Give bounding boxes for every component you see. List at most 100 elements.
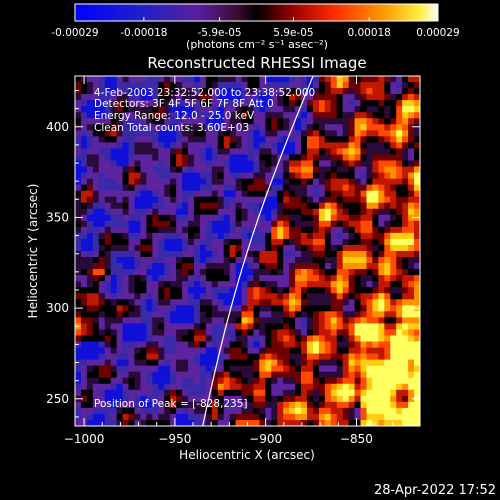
heatmap-cell	[188, 100, 195, 107]
heatmap-cell	[176, 359, 183, 367]
heatmap-cell	[253, 172, 260, 180]
heatmap-cell	[312, 154, 320, 161]
heatmap-cell	[241, 166, 248, 174]
heatmap-cell	[217, 281, 225, 288]
heatmap-cell	[134, 359, 141, 367]
heatmap-cell	[312, 136, 320, 143]
solar-limb-line	[202, 76, 314, 426]
heatmap-cell	[241, 136, 248, 143]
heatmap-cell	[336, 323, 344, 330]
heatmap-cell	[75, 118, 82, 125]
heatmap-cell	[146, 184, 153, 192]
heatmap-cell	[182, 112, 189, 119]
heatmap-cell	[104, 196, 112, 204]
heatmap-cell	[366, 305, 373, 312]
heatmap-cell	[140, 148, 147, 155]
heatmap-cell	[414, 148, 420, 155]
heatmap-cell	[384, 287, 391, 294]
heatmap-cell	[330, 353, 338, 361]
heatmap-cell	[170, 395, 177, 403]
heatmap-cell	[170, 154, 177, 161]
heatmap-cell	[336, 389, 344, 397]
heatmap-cell	[75, 299, 82, 306]
heatmap-cell	[211, 238, 219, 246]
heatmap-cell	[348, 130, 356, 137]
heatmap-cell	[229, 154, 237, 161]
heatmap-cell	[80, 226, 88, 234]
heatmap-cell	[360, 154, 367, 161]
heatmap-cell	[318, 335, 326, 343]
heatmap-cell	[360, 269, 367, 276]
heatmap-cell	[199, 383, 207, 391]
heatmap-cell	[390, 419, 397, 426]
heatmap-cell	[80, 251, 88, 258]
heatmap-cell	[146, 371, 153, 379]
heatmap-cell	[229, 166, 237, 174]
heatmap-cell	[342, 232, 350, 240]
heatmap-cell	[134, 148, 141, 155]
heatmap-cell	[75, 100, 82, 107]
heatmap-cell	[384, 118, 391, 125]
heatmap-cell	[366, 281, 373, 288]
heatmap-cell	[193, 287, 201, 294]
heatmap-cell	[271, 226, 278, 234]
heatmap-cell	[253, 341, 260, 349]
heatmap-cell	[92, 172, 100, 180]
heatmap-cell	[86, 244, 94, 252]
heatmap-cell	[211, 136, 219, 143]
heatmap-cell	[146, 148, 153, 155]
heatmap-cell	[265, 220, 272, 228]
heatmap-cell	[253, 76, 260, 83]
heatmap-cell	[295, 136, 302, 143]
heatmap-cell	[199, 220, 207, 228]
heatmap-cell	[229, 287, 237, 294]
heatmap-cell	[116, 419, 124, 426]
heatmap-cell	[193, 226, 201, 234]
heatmap-cell	[372, 232, 379, 240]
heatmap-cell	[295, 389, 302, 397]
heatmap-cell	[348, 275, 356, 282]
heatmap-cell	[92, 142, 100, 149]
heatmap-cell	[241, 383, 248, 391]
heatmap-cell	[116, 311, 124, 318]
heatmap-cell	[122, 281, 130, 288]
heatmap-cell	[265, 335, 272, 343]
heatmap-cell	[289, 238, 296, 246]
heatmap-cell	[301, 317, 308, 324]
heatmap-cell	[199, 100, 207, 107]
heatmap-cell	[146, 142, 153, 149]
heatmap-cell	[80, 136, 88, 143]
heatmap-cell	[205, 160, 213, 168]
heatmap-cell	[80, 377, 88, 385]
heatmap-cell	[384, 238, 391, 246]
heatmap-cell	[75, 142, 82, 149]
heatmap-cell	[336, 166, 344, 174]
heatmap-cell	[312, 419, 320, 426]
heatmap-cell	[75, 347, 82, 355]
heatmap-cell	[277, 347, 284, 355]
heatmap-cell	[396, 112, 403, 119]
heatmap-cell	[253, 100, 260, 107]
heatmap-cell	[80, 281, 88, 288]
heatmap-cell	[211, 251, 219, 258]
heatmap-cell	[75, 88, 82, 95]
heatmap-cell	[402, 371, 409, 379]
heatmap-cell	[312, 208, 320, 216]
heatmap-cell	[182, 88, 189, 95]
heatmap-cell	[223, 106, 231, 113]
heatmap-cell	[152, 226, 159, 234]
heatmap-cell	[253, 257, 260, 264]
heatmap-cell	[378, 293, 385, 300]
heatmap-cell	[259, 287, 266, 294]
heatmap-cell	[128, 353, 135, 361]
heatmap-cell	[318, 82, 326, 89]
heatmap-cell	[158, 371, 165, 379]
heatmap-cell	[265, 112, 272, 119]
heatmap-cell	[80, 371, 88, 379]
heatmap-cell	[360, 232, 367, 240]
heatmap-cell	[306, 94, 314, 101]
heatmap-cell	[217, 359, 225, 367]
heatmap-cell	[229, 94, 237, 101]
heatmap-cell	[235, 154, 243, 161]
heatmap-cell	[241, 82, 248, 89]
